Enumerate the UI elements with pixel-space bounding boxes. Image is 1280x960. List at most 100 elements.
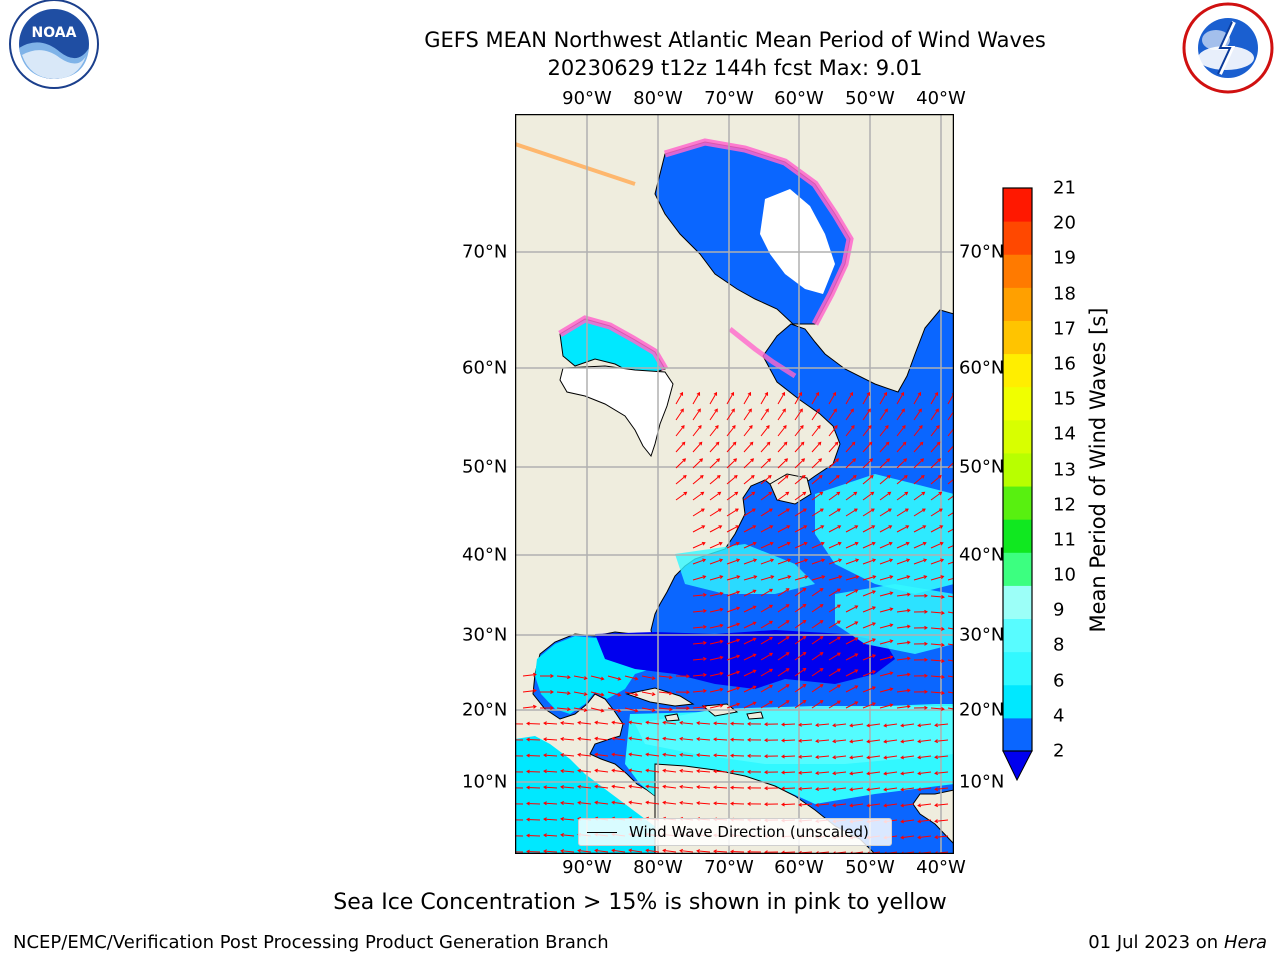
wind-wave-arrow-head	[837, 588, 841, 593]
wind-wave-arrow	[828, 620, 841, 629]
wind-wave-arrow	[828, 700, 841, 709]
colorbar-border	[1002, 187, 1033, 752]
colorbar-tick-label: 15	[1053, 388, 1076, 410]
wind-wave-arrow	[794, 458, 805, 469]
wind-wave-arrow	[680, 754, 694, 757]
wind-wave-arrow-head	[696, 785, 700, 790]
wind-wave-arrow	[930, 425, 940, 437]
wind-wave-arrow-head	[798, 770, 802, 775]
wind-wave-arrow-head	[781, 391, 786, 396]
wind-wave-arrow	[777, 588, 790, 597]
wind-wave-arrow-head	[645, 752, 650, 757]
wind-wave-arrow	[811, 668, 824, 677]
wind-wave-arrow-head	[526, 785, 530, 790]
wind-wave-arrow	[692, 425, 702, 437]
wind-wave-arrow	[947, 643, 954, 646]
wind-wave-arrow	[726, 575, 740, 581]
wind-wave-arrow	[850, 787, 864, 791]
wind-wave-arrow	[862, 525, 875, 533]
wind-wave-arrow-head	[600, 676, 605, 681]
wind-wave-arrow	[794, 525, 807, 533]
wind-wave-arrow-head	[849, 723, 854, 728]
wind-wave-arrow-head	[939, 541, 944, 546]
wind-wave-arrow	[811, 636, 824, 645]
wind-wave-arrow	[590, 707, 604, 712]
wind-wave-arrow-head	[713, 785, 717, 790]
wind-wave-arrow	[828, 636, 841, 645]
wind-wave-arrow-head	[940, 558, 945, 563]
wind-wave-arrow-head	[730, 753, 734, 758]
wind-wave-arrow-head	[719, 655, 724, 660]
wind-wave-arrow-head	[662, 848, 667, 853]
wind-wave-arrow	[543, 786, 558, 789]
wind-wave-arrow-head	[900, 787, 905, 792]
wind-wave-arrow	[811, 604, 824, 613]
wind-wave-arrow	[947, 427, 954, 437]
wind-wave-arrow	[595, 849, 609, 853]
wind-wave-arrow-head	[713, 753, 717, 758]
wind-wave-arrow-head	[818, 475, 823, 479]
wind-wave-arrow	[522, 673, 536, 677]
wind-wave-arrow-head	[703, 688, 707, 693]
wind-wave-arrow	[556, 691, 570, 694]
wind-wave-arrow	[713, 770, 728, 773]
lat-label-left: 20°N	[462, 699, 508, 721]
wind-wave-arrow-head	[937, 475, 942, 479]
wind-wave-arrow-head	[696, 769, 700, 774]
wind-wave-arrow-head	[784, 458, 789, 462]
wind-wave-arrow-head	[668, 707, 673, 712]
wind-wave-arrow-head	[594, 720, 599, 725]
wind-wave-arrow	[777, 636, 790, 645]
wind-wave-arrow	[543, 770, 558, 773]
wind-wave-arrow	[590, 675, 604, 680]
wind-wave-arrow-head	[941, 610, 945, 615]
wind-wave-arrow-head	[819, 700, 824, 704]
wind-wave-arrow-head	[888, 508, 892, 513]
wind-wave-arrow-head	[832, 391, 837, 396]
wind-wave-arrow-head	[550, 706, 554, 710]
wind-wave-arrow	[543, 818, 558, 821]
wind-wave-arrow-head	[849, 803, 854, 808]
wind-wave-arrow	[781, 787, 796, 790]
wind-wave-arrow	[709, 508, 722, 517]
wind-wave-arrow-head	[939, 508, 943, 513]
wind-wave-arrow-head	[837, 700, 841, 705]
wind-wave-arrow	[578, 738, 592, 741]
wind-wave-arrow	[879, 688, 893, 693]
wind-wave-arrow-head	[717, 491, 722, 496]
wind-wave-arrow-head	[550, 674, 554, 678]
wind-wave-arrow	[867, 771, 881, 775]
wind-wave-arrow-head	[748, 408, 752, 413]
wind-wave-arrow	[930, 643, 944, 646]
wind-wave-arrow	[629, 801, 643, 805]
wind-wave-arrow	[913, 442, 924, 453]
hudson-ice	[559, 365, 674, 458]
wind-wave-arrow-head	[837, 604, 841, 609]
wind-wave-arrow-head	[732, 424, 736, 429]
wind-wave-arrow-head	[730, 737, 734, 742]
wind-wave-arrow	[862, 686, 876, 693]
wind-wave-arrow-head	[883, 803, 888, 808]
wind-wave-arrow	[675, 392, 683, 405]
wind-wave-arrow-head	[787, 558, 792, 563]
island-jamaica	[664, 713, 680, 722]
wind-wave-arrow	[709, 491, 721, 501]
colorbar-tick-label: 21	[1053, 177, 1076, 199]
wind-wave-arrow	[862, 475, 874, 485]
wind-wave-arrow	[896, 593, 910, 597]
wind-wave-arrow	[777, 684, 790, 693]
wind-wave-arrow-head	[730, 721, 734, 726]
wind-wave-arrow	[845, 621, 858, 629]
wind-wave-arrow-head	[719, 607, 724, 612]
map-panel	[515, 114, 954, 854]
wind-wave-arrow	[828, 392, 836, 405]
wind-wave-arrow	[573, 707, 587, 711]
wind-wave-arrow-head	[680, 408, 684, 413]
wind-wave-arrow-head	[819, 491, 824, 496]
wind-wave-arrow-head	[730, 769, 734, 774]
wind-wave-arrow-head	[782, 408, 786, 413]
wind-wave-arrow	[867, 739, 881, 743]
wind-wave-arrow-head	[747, 753, 751, 758]
wind-wave-arrow-head	[837, 508, 841, 513]
wind-wave-arrow	[522, 705, 536, 709]
